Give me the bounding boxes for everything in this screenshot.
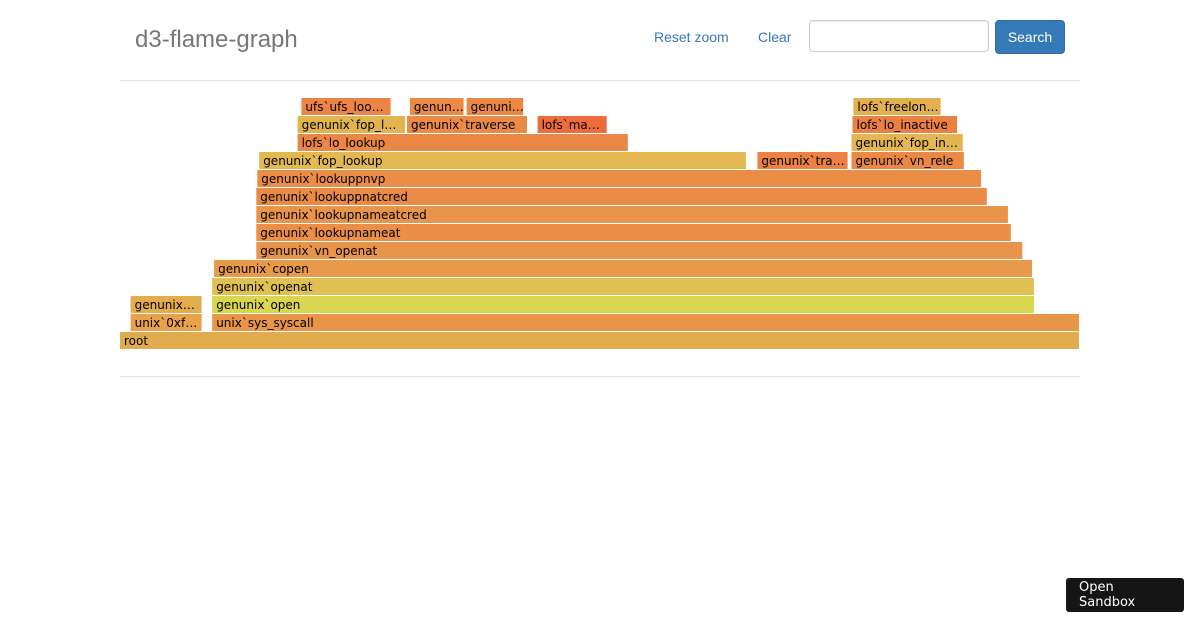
flame-frame-rect[interactable] [407,116,527,133]
flame-frame[interactable]: genuni… [466,98,524,115]
flame-frame[interactable]: genunix`fop_l… [297,116,406,133]
flame-frame[interactable]: genunix`vn_openat [256,242,1023,259]
flame-frame[interactable]: lofs`ma… [537,116,607,133]
page-title: d3-flame-graph [135,26,298,53]
flame-frame[interactable]: genunix`openat [212,278,1034,295]
flame-frame-rect[interactable] [212,278,1034,295]
flame-frame-rect[interactable] [212,296,1034,313]
flame-frame[interactable]: genunix`copen [214,260,1033,277]
flame-frame[interactable]: genunix`fop_in… [851,134,963,151]
flame-frame-rect[interactable] [130,296,202,313]
flame-frame-rect[interactable] [301,98,391,115]
flame-frame[interactable]: lofs`lo_lookup [297,134,628,151]
flame-frame[interactable]: genunix`vn_rele [851,152,964,169]
header: d3-flame-graph Reset zoom Clear Search [120,0,1080,81]
flame-frame-rect[interactable] [256,206,1008,223]
reset-zoom-link[interactable]: Reset zoom [654,29,729,45]
flame-frame-rect[interactable] [256,224,1011,241]
flame-frame-rect[interactable] [466,98,524,115]
flame-frame-rect[interactable] [256,188,987,205]
flame-frame[interactable]: lofs`lo_inactive [852,116,958,133]
open-sandbox-button[interactable]: Open Sandbox [1066,578,1184,612]
flame-frame-rect[interactable] [853,98,941,115]
flame-frame[interactable]: genunix… [130,296,202,313]
flame-frame[interactable]: genunix`lookuppnvp [257,170,982,187]
flame-frame-rect[interactable] [214,260,1033,277]
flame-frame[interactable]: genunix`lookuppnatcred [256,188,987,205]
flame-frame[interactable]: genunix`tra… [757,152,848,169]
flame-frame[interactable]: genunix`fop_lookup [259,152,746,169]
flame-frame[interactable]: unix`sys_syscall [212,314,1079,331]
flame-frame[interactable]: genunix`lookupnameat [256,224,1011,241]
flame-frame-rect[interactable] [757,152,848,169]
search-button[interactable]: Search [995,20,1065,54]
flame-frame-rect[interactable] [409,98,464,115]
clear-link[interactable]: Clear [758,29,792,45]
flame-frame-rect[interactable] [256,242,1023,259]
flame-frame-rect[interactable] [851,152,964,169]
flame-frame[interactable]: genunix`lookupnameatcred [256,206,1008,223]
flame-frame[interactable]: unix`0xf… [130,314,202,331]
flame-graph-container: root unix`0xf… unix`sys_syscall genunix… gen… [120,98,1080,377]
flame-frame[interactable]: genunix`traverse [407,116,527,133]
flame-frame[interactable]: root [120,332,1079,349]
flame-frame-rect[interactable] [212,314,1079,331]
flame-frame-rect[interactable] [130,314,202,331]
flame-frame[interactable]: ufs`ufs_loo… [301,98,391,115]
flame-frame[interactable]: genun… [409,98,464,115]
flame-frame-rect[interactable] [297,134,628,151]
flame-frame-rect[interactable] [259,152,746,169]
search-input[interactable] [809,20,989,52]
flame-frame-rect[interactable] [297,116,406,133]
flame-frame-rect[interactable] [852,116,958,133]
flame-frame-rect[interactable] [537,116,607,133]
flame-frame-rect[interactable] [257,170,982,187]
flame-frame-rect[interactable] [851,134,963,151]
flame-frame[interactable]: lofs`freelon… [853,98,941,115]
flame-frame-rect[interactable] [120,332,1079,349]
flame-frame[interactable]: genunix`open [212,296,1034,313]
